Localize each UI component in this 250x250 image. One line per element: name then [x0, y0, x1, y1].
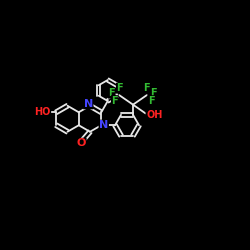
Text: F: F: [108, 88, 115, 98]
Text: N: N: [84, 99, 93, 109]
Text: OH: OH: [146, 110, 162, 120]
Text: O: O: [77, 138, 86, 148]
Text: N: N: [99, 120, 108, 130]
Text: F: F: [143, 83, 150, 93]
Text: F: F: [116, 83, 123, 93]
Text: F: F: [112, 96, 118, 106]
Text: F: F: [150, 88, 157, 98]
Text: F: F: [148, 96, 154, 106]
Text: HO: HO: [34, 107, 51, 117]
